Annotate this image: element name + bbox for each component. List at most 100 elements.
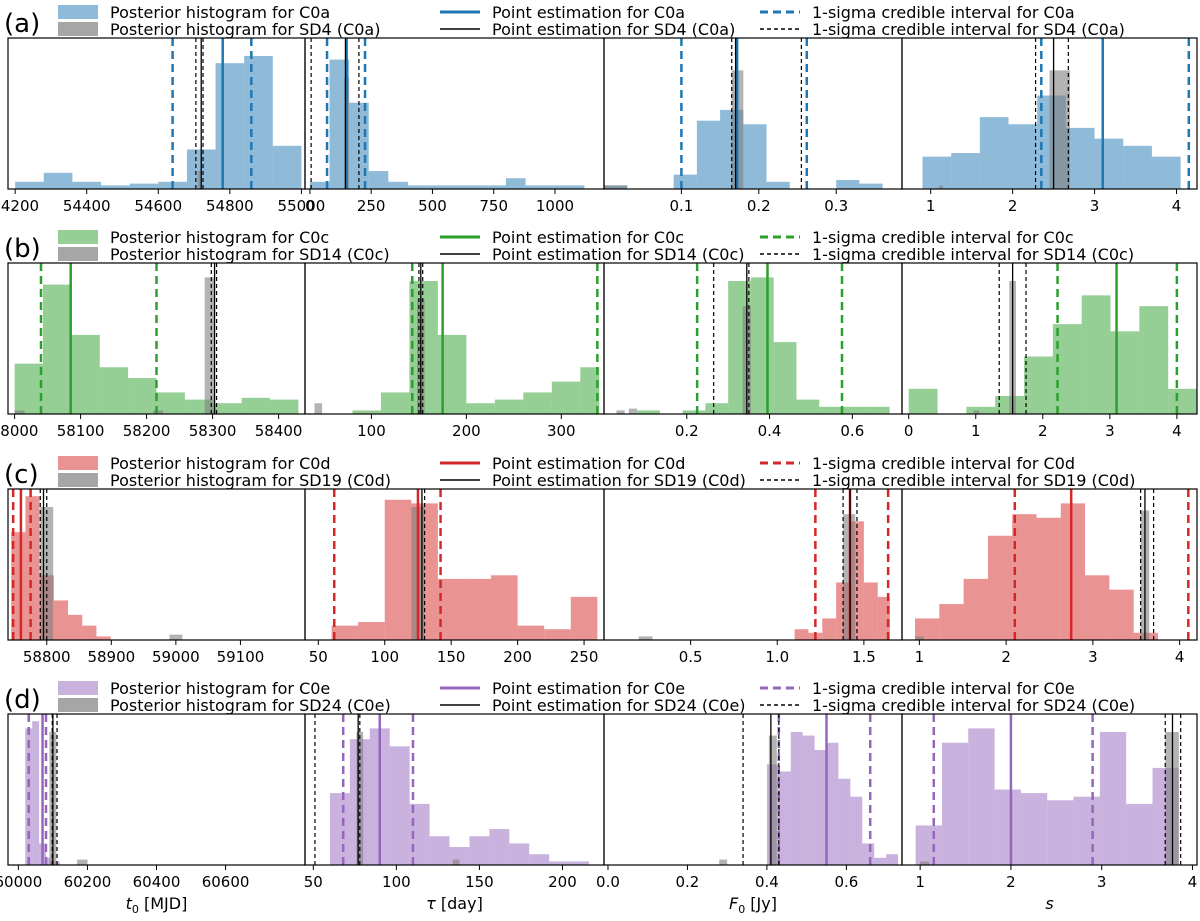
hist-bar (464, 578, 492, 640)
hist-bar (466, 403, 495, 414)
hist-bar (1168, 388, 1197, 414)
hist-bar (802, 735, 815, 865)
legend-label-hist_sd: Posterior histogram for SD24 (C0e) (110, 696, 391, 715)
panel-0-2: 0.1 0.2 0.3 (603, 37, 903, 215)
tick-label: 1.0 (765, 648, 789, 666)
hist-bar (96, 636, 111, 640)
tick-label: 1.5 (852, 648, 876, 666)
hist-bar (517, 625, 545, 640)
sd-hist-bar (638, 636, 653, 640)
hist-bar (270, 399, 299, 414)
hist-bar (241, 397, 271, 414)
tick-label: 500 (418, 197, 447, 215)
hist-bar (915, 618, 940, 640)
legend-label-point_sd: Point estimation for SD24 (C0e) (492, 696, 746, 715)
hist-bar (380, 392, 410, 414)
x-axis-label: τ [day] (426, 894, 483, 913)
hist-bar (1060, 503, 1086, 640)
sd-hist-bar (14, 410, 25, 414)
legend-label-ci: 1-sigma credible interval for C0d (812, 454, 1075, 473)
tick-label: 4 (1175, 648, 1185, 666)
hist-bar (329, 793, 350, 865)
hist-bar (469, 836, 490, 865)
legend-swatch-hist_sd (58, 247, 98, 261)
hist-bar (994, 789, 1021, 865)
legend-label-hist: Posterior histogram for C0a (110, 3, 330, 22)
panel-3-2: 0.0 0.2 0.4 0.6 (596, 713, 903, 891)
hist-bar (951, 153, 980, 189)
tick-label: 58000 (0, 422, 38, 440)
panel-plot-area (616, 263, 890, 414)
legend-label-ci_sd: 1-sigma credible interval for SD19 (C0d) (812, 471, 1135, 490)
sd-hist-bar (169, 634, 183, 640)
panel-plot-area (908, 263, 1197, 414)
tick-label: 2 (1038, 422, 1048, 440)
hist-bar (331, 625, 359, 640)
legend-label-hist_sd: Posterior histogram for SD4 (C0a) (110, 20, 380, 39)
panel-2-0: 58800 58900 59000 59100 (7, 488, 306, 666)
tick-label: 59100 (217, 648, 265, 666)
tick-label: 0.4 (755, 873, 779, 891)
legend-label-hist: Posterior histogram for C0e (110, 679, 330, 698)
hist-bar (1110, 331, 1140, 414)
panel-0-0: 54200 54400 54600 54800 55000 (0, 37, 325, 215)
hist-bar (1085, 575, 1110, 640)
panel-3-3: 1 2 3 4 (901, 713, 1198, 891)
tick-label: 60000 (0, 873, 42, 891)
hist-bar (987, 535, 1013, 640)
row-3: (d) Posterior histogram for C0ePosterior … (0, 679, 1198, 891)
tick-label: 50 (309, 648, 328, 666)
hist-bar (778, 771, 791, 865)
hist-bar (549, 861, 570, 865)
hist-bar (908, 388, 938, 414)
hist-bar (939, 604, 964, 640)
legend-label-ci: 1-sigma credible interval for C0c (812, 228, 1074, 247)
tick-label: 0 (305, 197, 315, 215)
tick-label: 0.2 (676, 873, 700, 891)
hist-bar (1020, 793, 1048, 865)
panel-frame (901, 713, 1198, 866)
hist-bar (564, 185, 585, 189)
panel-plot-area (638, 489, 890, 640)
panel-plot-area (11, 489, 183, 640)
tick-label: 0.0 (596, 873, 620, 891)
tick-label: 0.2 (747, 197, 771, 215)
hist-bar (822, 618, 837, 640)
hist-bar (529, 854, 550, 865)
hist-bar (215, 63, 245, 189)
hist-bar (838, 778, 851, 865)
panel-plot-area (15, 38, 302, 189)
legend-label-point_sd: Point estimation for SD19 (C0d) (492, 471, 746, 490)
hist-bar (156, 392, 185, 414)
tick-label: 0.6 (840, 422, 864, 440)
hist-bar (1151, 156, 1181, 189)
legend-swatch-hist (58, 681, 98, 695)
hist-bar (1081, 295, 1111, 414)
legend-label-ci: 1-sigma credible interval for C0e (812, 679, 1075, 698)
hist-bar (673, 174, 697, 189)
tick-label: 60400 (133, 873, 181, 891)
tick-label: 0.2 (675, 422, 699, 440)
row-label: (a) (4, 9, 40, 39)
legend-label-ci_sd: 1-sigma credible interval for SD14 (C0c) (812, 245, 1134, 264)
hist-bar (874, 857, 887, 865)
tick-label: 1 (926, 197, 936, 215)
panel-frame (901, 488, 1198, 641)
sd-hist-bar (768, 735, 777, 865)
tick-label: 1 (971, 422, 981, 440)
tick-label: 250 (357, 197, 386, 215)
row-label: (b) (4, 234, 41, 264)
tick-label: 0.4 (758, 422, 782, 440)
tick-label: 0 (904, 422, 914, 440)
hist-bar (1036, 517, 1061, 640)
tick-label: 58200 (123, 422, 171, 440)
panel-plot-area (309, 38, 585, 189)
sd-hist-bar (628, 408, 638, 414)
x-axis-label: t0 [MJD] (126, 894, 188, 916)
tick-label: 1 (915, 648, 925, 666)
legend-label-point: Point estimation for C0e (492, 679, 685, 698)
tick-label: 59000 (152, 648, 200, 666)
hist-bar (773, 342, 797, 414)
panel-plot-area (314, 714, 590, 865)
